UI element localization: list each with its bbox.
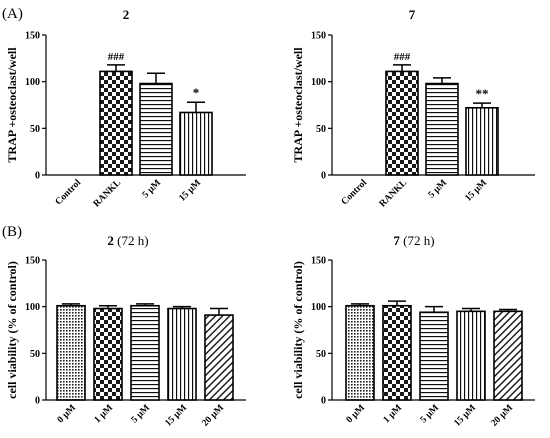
- y-axis-label: TRAP +osteoclast/well: [291, 47, 305, 163]
- y-tick-label: 100: [25, 77, 40, 88]
- bar: [99, 70, 133, 176]
- chart-a-compound-7: 7 TRAP +osteoclast/well 0 50 100 150 Control ##…: [291, 7, 535, 209]
- bar: [456, 310, 486, 401]
- x-tick-label: 1 μM: [93, 403, 115, 425]
- x-tick-label: 5 μM: [130, 403, 152, 425]
- bar: [382, 304, 412, 401]
- x-tick-label: 20 μM: [489, 403, 515, 429]
- x-tick-label: 0 μM: [56, 403, 78, 425]
- y-tick-label: 0: [321, 171, 326, 182]
- panel-label-a: (A): [2, 6, 23, 22]
- bar: [465, 107, 499, 176]
- bar: [385, 70, 419, 176]
- chart-title: 7 (72 h): [393, 233, 434, 248]
- significance-label: *: [193, 85, 200, 100]
- y-tick-label: 0: [35, 396, 40, 407]
- x-tick-label: 5 μM: [141, 178, 163, 200]
- x-tick-label: 15 μM: [177, 178, 203, 204]
- y-tick-label: 0: [35, 171, 40, 182]
- bar: [93, 307, 123, 401]
- chart-title: 2 (72 h): [107, 233, 148, 248]
- bar: [167, 307, 197, 401]
- y-tick-label: 150: [25, 31, 40, 42]
- significance-label: ###: [108, 51, 125, 63]
- bar: [204, 314, 234, 401]
- chart-a-compound-2: 2 TRAP +osteoclast/well 0 50 100 150 Control ##…: [5, 7, 246, 209]
- chart-title: 2: [123, 7, 130, 22]
- significance-label: **: [476, 86, 489, 101]
- x-tick-label: 20 μM: [200, 403, 226, 429]
- y-tick-label: 150: [311, 31, 326, 42]
- y-tick-label: 0: [321, 396, 326, 407]
- x-tick-label: Control: [54, 178, 84, 208]
- significance-label: ###: [394, 51, 411, 63]
- chart-b-compound-7: 7 (72 h) cell viability (% of control) 0 50…: [291, 233, 535, 429]
- x-tick-label: 1 μM: [382, 403, 404, 425]
- panel-label-b: (B): [2, 224, 22, 240]
- x-tick-label: 5 μM: [419, 403, 441, 425]
- chart-title: 7: [409, 7, 416, 22]
- y-tick-label: 50: [316, 124, 326, 135]
- bar: [425, 82, 459, 176]
- x-tick-label: 5 μM: [427, 178, 449, 200]
- y-tick-label: 150: [311, 256, 326, 267]
- x-tick-label: 15 μM: [452, 403, 478, 429]
- bar: [345, 304, 375, 401]
- bar: [56, 304, 86, 401]
- y-tick-label: 100: [25, 302, 40, 313]
- chart-title-suffix: (72 h): [114, 233, 149, 248]
- bar: [139, 82, 173, 176]
- y-tick-label: 50: [316, 349, 326, 360]
- y-axis-label: TRAP +osteoclast/well: [5, 47, 19, 163]
- y-axis-label: cell viability (% of control): [291, 261, 305, 399]
- chart-b-compound-2: 2 (72 h) cell viability (% of control) 0 50…: [5, 233, 246, 429]
- y-tick-label: 50: [30, 349, 40, 360]
- x-tick-label: RANKL: [92, 178, 123, 209]
- y-tick-label: 100: [311, 302, 326, 313]
- bar: [419, 311, 449, 401]
- x-tick-label: 15 μM: [463, 178, 489, 204]
- bar: [493, 310, 523, 401]
- bar: [179, 111, 213, 176]
- y-tick-label: 50: [30, 124, 40, 135]
- x-tick-label: 15 μM: [163, 403, 189, 429]
- chart-title-suffix: (72 h): [400, 233, 435, 248]
- bar: [130, 304, 160, 401]
- x-tick-label: RANKL: [378, 178, 409, 209]
- y-tick-label: 100: [311, 77, 326, 88]
- x-tick-label: Control: [340, 178, 370, 208]
- y-axis-label: cell viability (% of control): [5, 261, 19, 399]
- x-tick-label: 0 μM: [345, 403, 367, 425]
- y-tick-label: 150: [25, 256, 40, 267]
